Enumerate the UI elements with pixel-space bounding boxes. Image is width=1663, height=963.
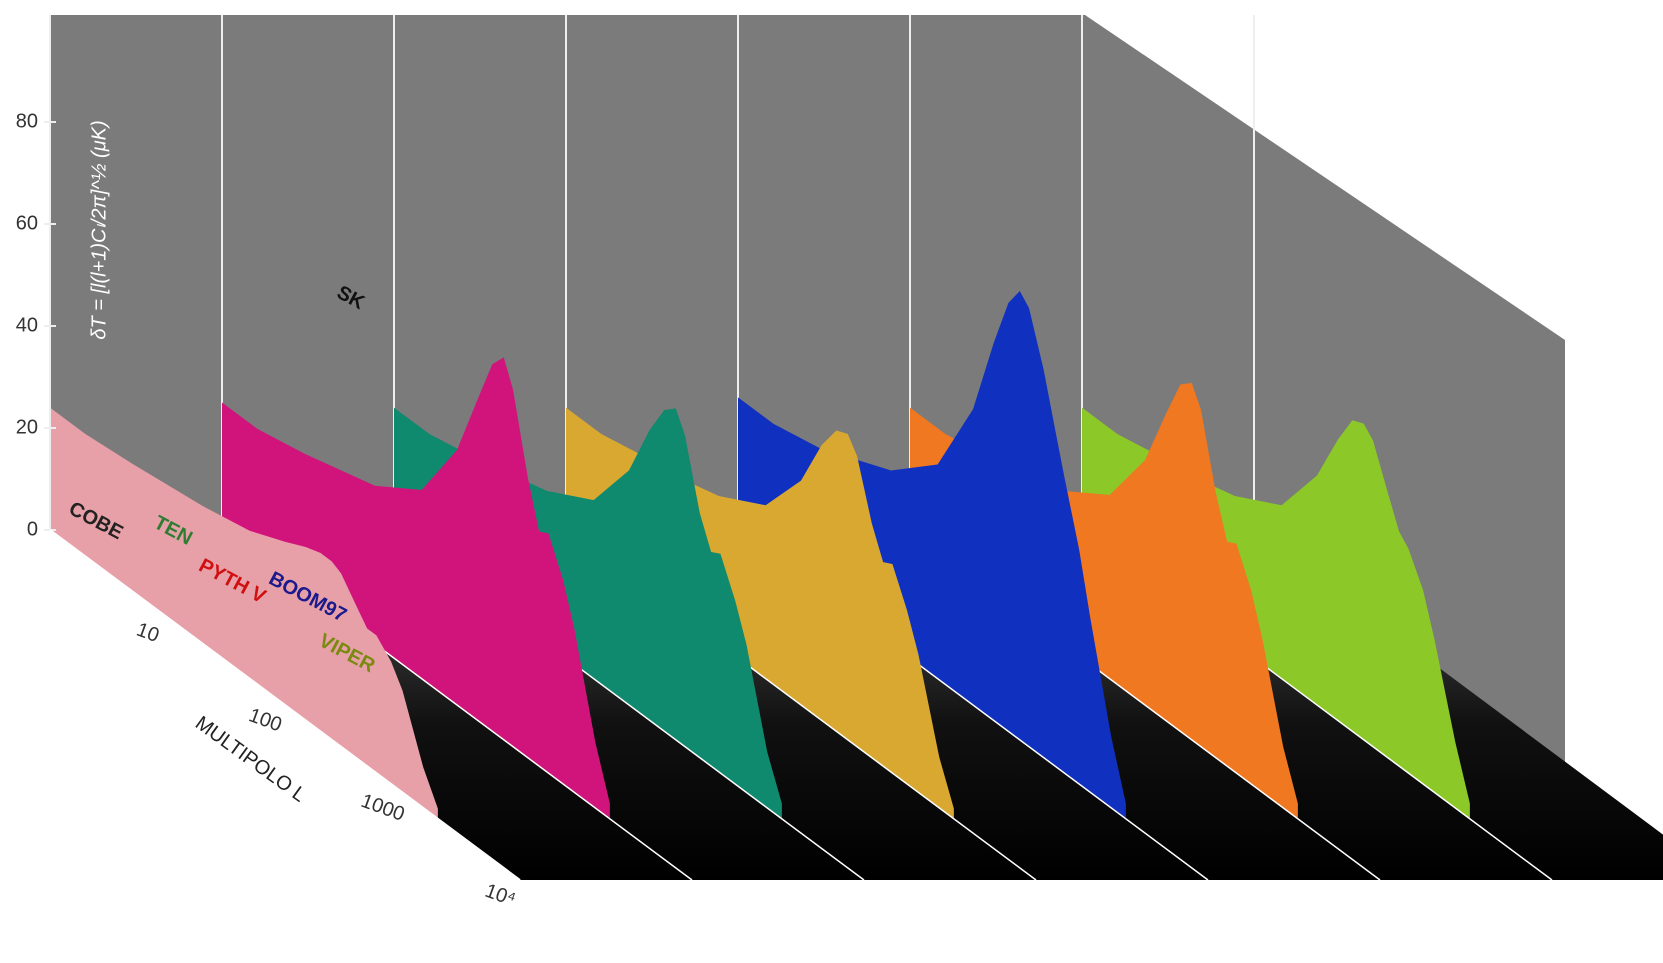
y-tick-label: 80 [16,110,38,132]
y-tick-label: 20 [16,416,38,438]
y-axis-label: δT = [l(l+1)Cₗ/2π]^½ (μK) [88,120,110,339]
x-tick [393,791,404,800]
x-tick [158,616,169,625]
x-tick-label: 10 [134,619,162,647]
y-tick-label: 40 [16,314,38,336]
spectrum-area [738,291,1126,819]
y-tick-label: 60 [16,212,38,234]
spectra [49,291,1553,881]
spectrum-area [50,407,438,819]
x-tick [511,879,521,887]
spectrum-area [222,357,610,819]
x-tick [276,704,286,712]
y-tick-label: 0 [27,518,38,540]
